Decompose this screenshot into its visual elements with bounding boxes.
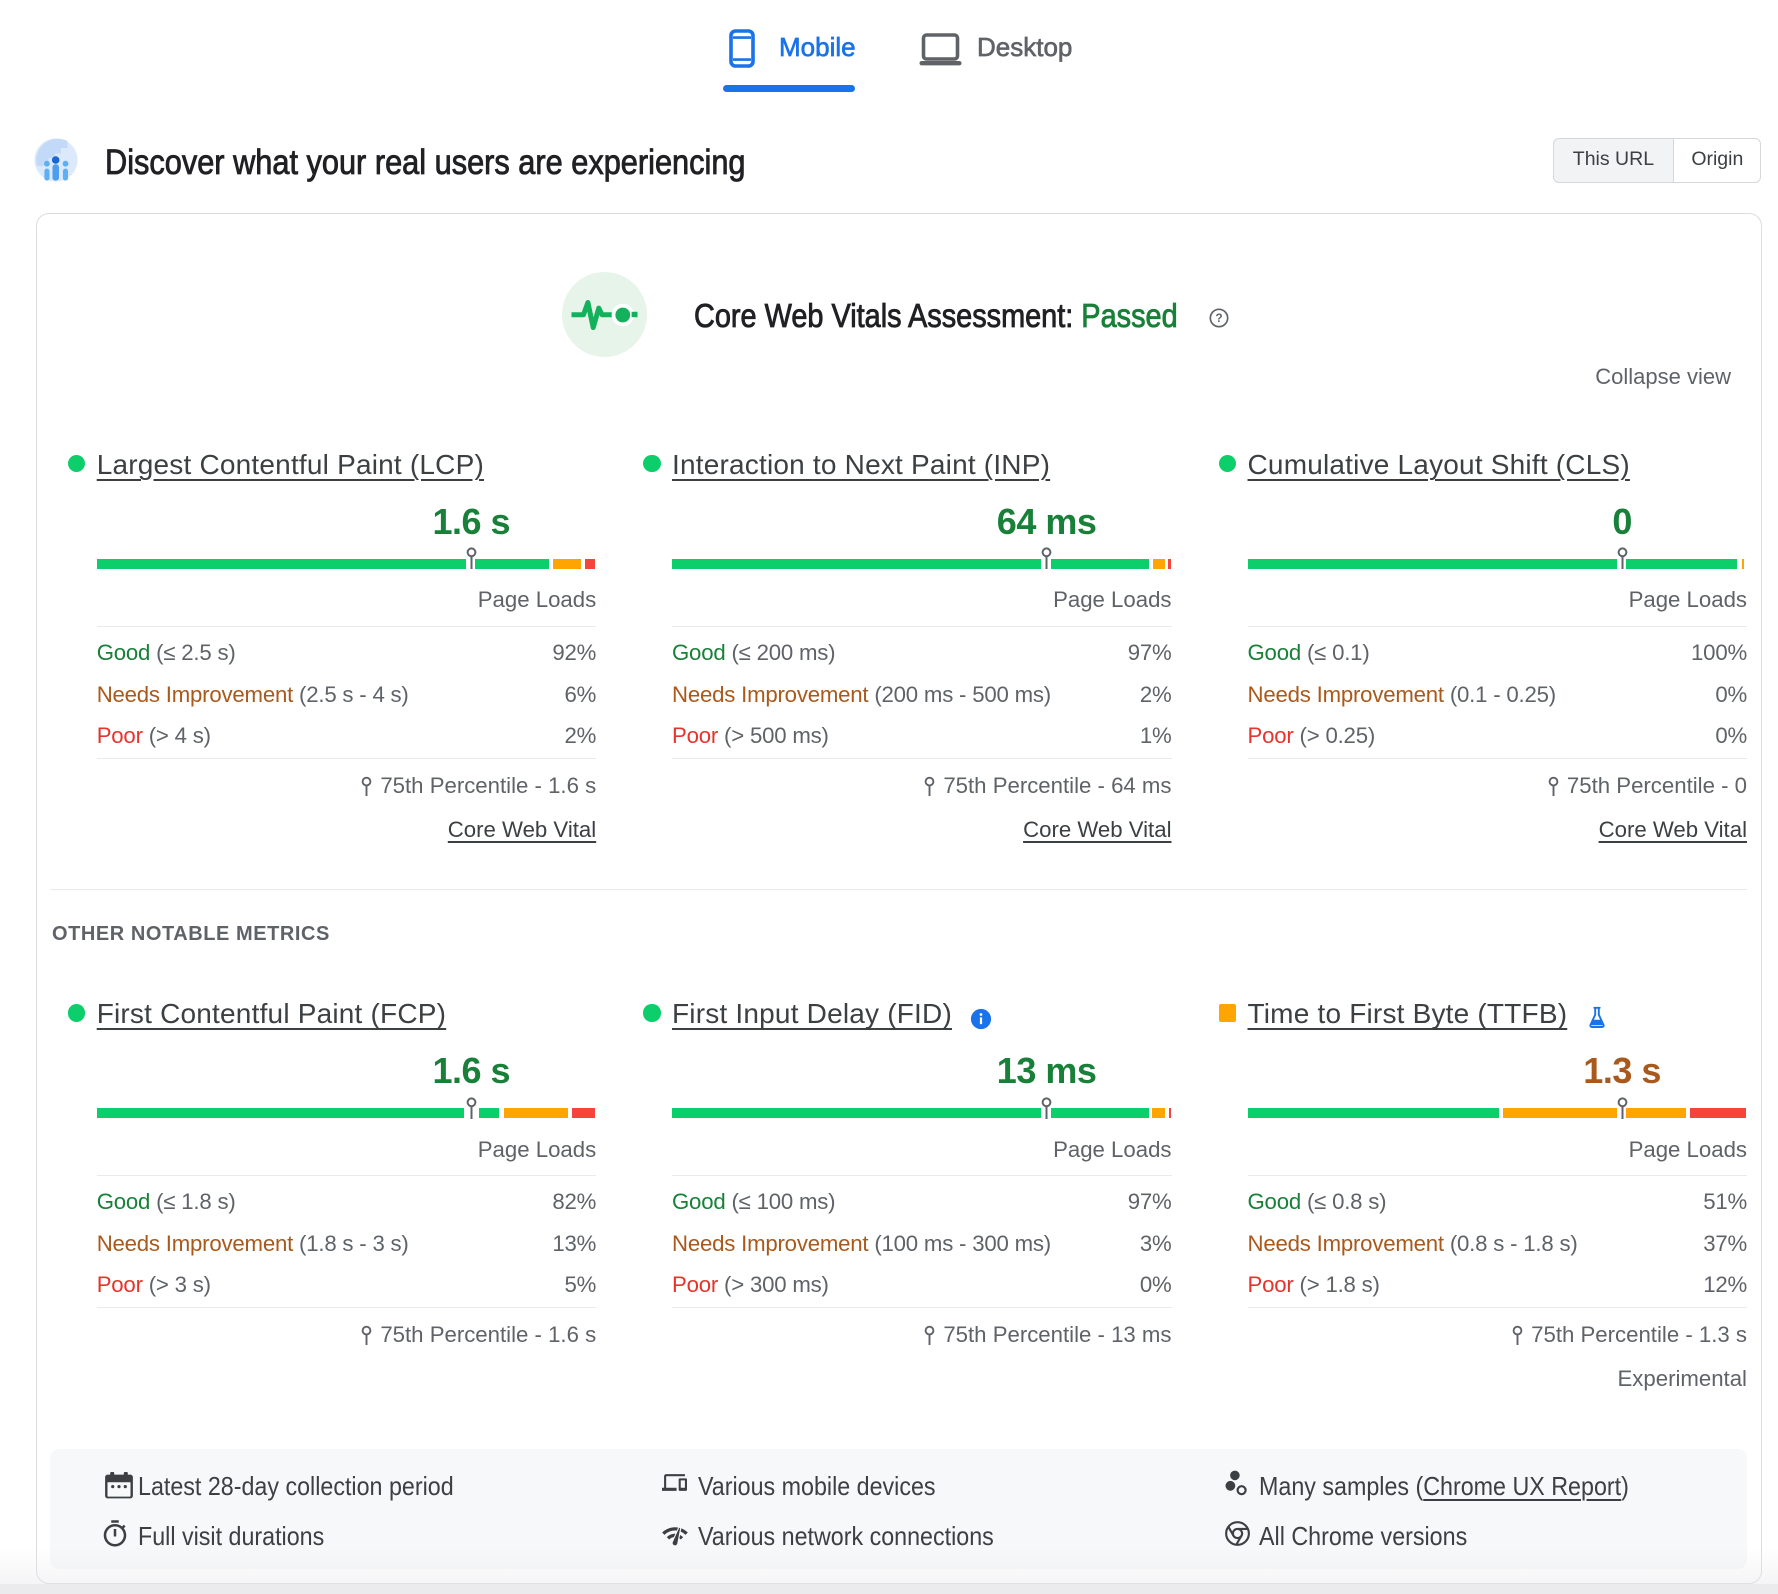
svg-text:?: ?	[1215, 312, 1222, 325]
